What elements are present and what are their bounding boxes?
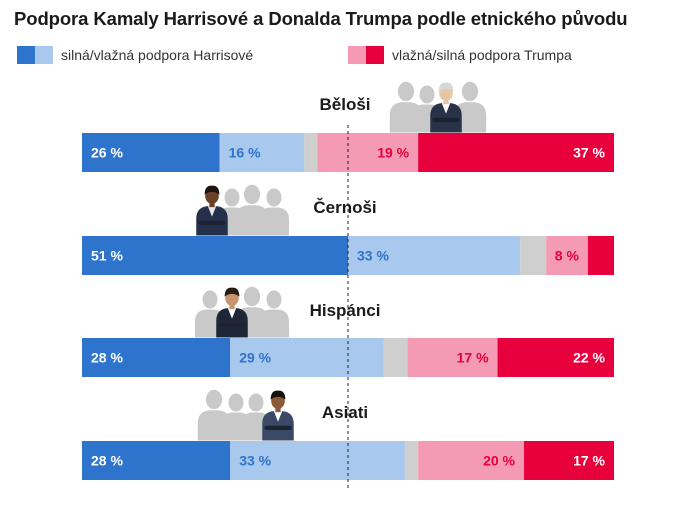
- person-silhouette: [259, 188, 289, 236]
- bar-segment: [407, 338, 498, 377]
- bar-segment: [587, 236, 614, 275]
- bar-value-label: 33 %: [239, 453, 271, 469]
- person-illustration: [430, 82, 462, 133]
- legend-harris: silná/vlažná podpora Harrisové: [17, 46, 253, 64]
- bar-segment: [383, 338, 408, 377]
- bar-value-label: 20 %: [483, 453, 515, 469]
- category-label: Černoši: [313, 198, 376, 217]
- bar-segment: [82, 133, 220, 172]
- bar-value-label: 26 %: [91, 145, 123, 161]
- bar-segment: [219, 133, 305, 172]
- person-silhouette: [259, 290, 289, 338]
- bar-value-label: 22 %: [573, 350, 605, 366]
- bar-value-label: 28 %: [91, 350, 123, 366]
- category-label: Běloši: [319, 95, 370, 114]
- bar-segment: [317, 133, 419, 172]
- chart-title: Podpora Kamaly Harrisové a Donalda Trump…: [14, 8, 628, 29]
- bar-value-label: 16 %: [229, 145, 261, 161]
- bar-value-label: 17 %: [573, 453, 605, 469]
- legend-trump: vlažná/silná podpora Trumpa: [348, 46, 572, 64]
- bar-value-label: 8 %: [555, 248, 580, 264]
- bar-row-4: 28 % 33 % 20 % 17 %: [82, 441, 614, 480]
- bar-segment: [404, 441, 419, 480]
- bar-segment: [524, 441, 614, 480]
- people-group-3: [195, 286, 289, 338]
- legend-label-trump: vlažná/silná podpora Trumpa: [392, 47, 572, 63]
- bar-segment: [230, 441, 405, 480]
- legend-swatch-trump-weak: [348, 46, 366, 64]
- legend-label-harris: silná/vlažná podpora Harrisové: [61, 47, 254, 63]
- person-silhouette: [453, 81, 487, 133]
- people-group-1: [389, 81, 487, 133]
- bar-value-label: 29 %: [239, 350, 271, 366]
- bar-value-label: 33 %: [357, 248, 389, 264]
- bar-segment: [418, 133, 614, 172]
- bar-value-label: 19 %: [377, 145, 409, 161]
- legend-swatch-harris-weak: [35, 46, 53, 64]
- bar-segment: [520, 236, 547, 275]
- bar-value-label: 51 %: [91, 248, 123, 264]
- person-illustration: [216, 287, 248, 338]
- bar-value-label: 28 %: [91, 453, 123, 469]
- bar-row-2: 51 % 33 % 8 %: [82, 236, 614, 275]
- category-label: Asiati: [322, 403, 368, 422]
- bar-row-3: 28 % 29 % 17 % 22 %: [82, 338, 614, 377]
- category-label: Hispánci: [310, 301, 381, 320]
- bar-segment: [348, 236, 521, 275]
- people-group-2: [196, 184, 289, 236]
- bar-segment: [82, 236, 348, 275]
- bar-segment: [418, 441, 525, 480]
- bar-row-1: 26 % 16 % 19 % 37 %: [82, 133, 614, 172]
- bar-segment: [546, 236, 588, 275]
- bar-value-label: 37 %: [573, 145, 605, 161]
- legend-swatch-harris-strong: [17, 46, 35, 64]
- bar-segment: [304, 133, 318, 172]
- bar-segment: [82, 441, 231, 480]
- person-illustration: [196, 185, 228, 236]
- bar-segment: [230, 338, 384, 377]
- bar-value-label: 17 %: [457, 350, 489, 366]
- bar-segment: [82, 338, 231, 377]
- people-group-4: [197, 389, 294, 441]
- legend-swatch-trump-strong: [366, 46, 384, 64]
- person-illustration: [262, 390, 294, 441]
- bar-segment: [497, 338, 614, 377]
